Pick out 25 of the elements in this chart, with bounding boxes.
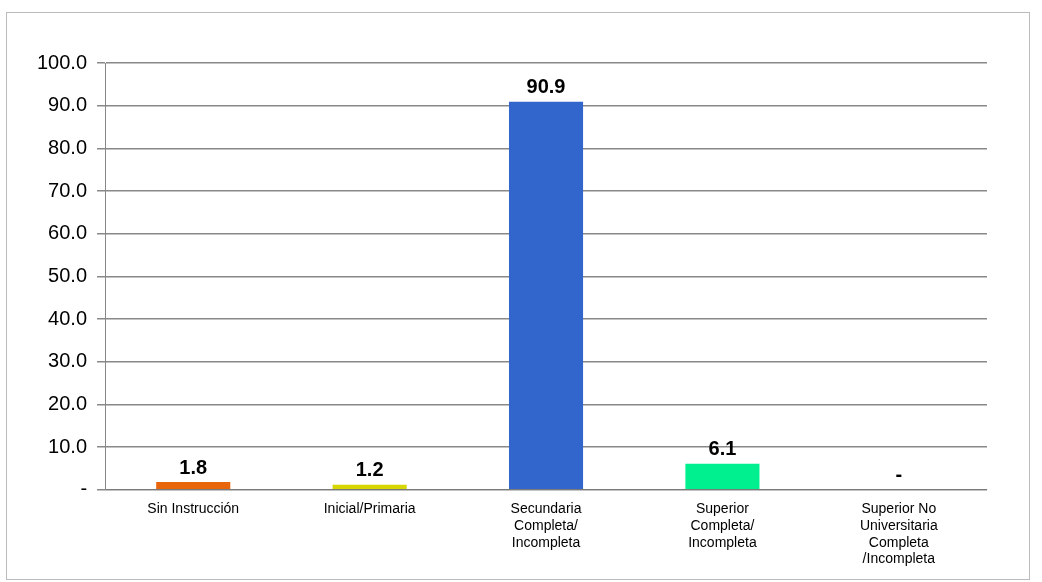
y-tick-label: 100.0 <box>36 50 88 73</box>
y-tick-label: 50.0 <box>48 263 88 286</box>
y-tick-label: - <box>80 477 88 500</box>
y-tick-label: 70.0 <box>48 178 88 201</box>
data-label: 6.1 <box>708 437 737 460</box>
x-tick-label: Superior Completa/ Incompleta <box>688 500 757 550</box>
bar <box>156 482 231 490</box>
data-label: 1.2 <box>355 458 384 481</box>
data-label: 1.8 <box>179 455 208 478</box>
y-tick-label: 60.0 <box>48 221 88 244</box>
y-tick-label: 40.0 <box>48 306 88 329</box>
y-tick-label: 30.0 <box>48 349 88 372</box>
bar <box>332 484 407 490</box>
x-tick-label: Secundaria Completa/ Incompleta <box>510 500 582 550</box>
x-tick-label: Superior No Universitaria Completa /Incompleta <box>859 500 938 567</box>
y-tick-label: 90.0 <box>48 93 88 116</box>
bar <box>685 463 760 490</box>
x-tick-label: Inicial/Primaria <box>323 500 416 517</box>
y-tick-label: 80.0 <box>48 135 88 158</box>
y-tick-label: 10.0 <box>48 434 88 457</box>
data-label: 90.9 <box>526 75 566 98</box>
x-tick-label: Sin Instrucción <box>147 500 240 517</box>
y-tick-label: 20.0 <box>48 391 88 414</box>
data-label: - <box>895 463 903 486</box>
bar <box>508 101 584 490</box>
